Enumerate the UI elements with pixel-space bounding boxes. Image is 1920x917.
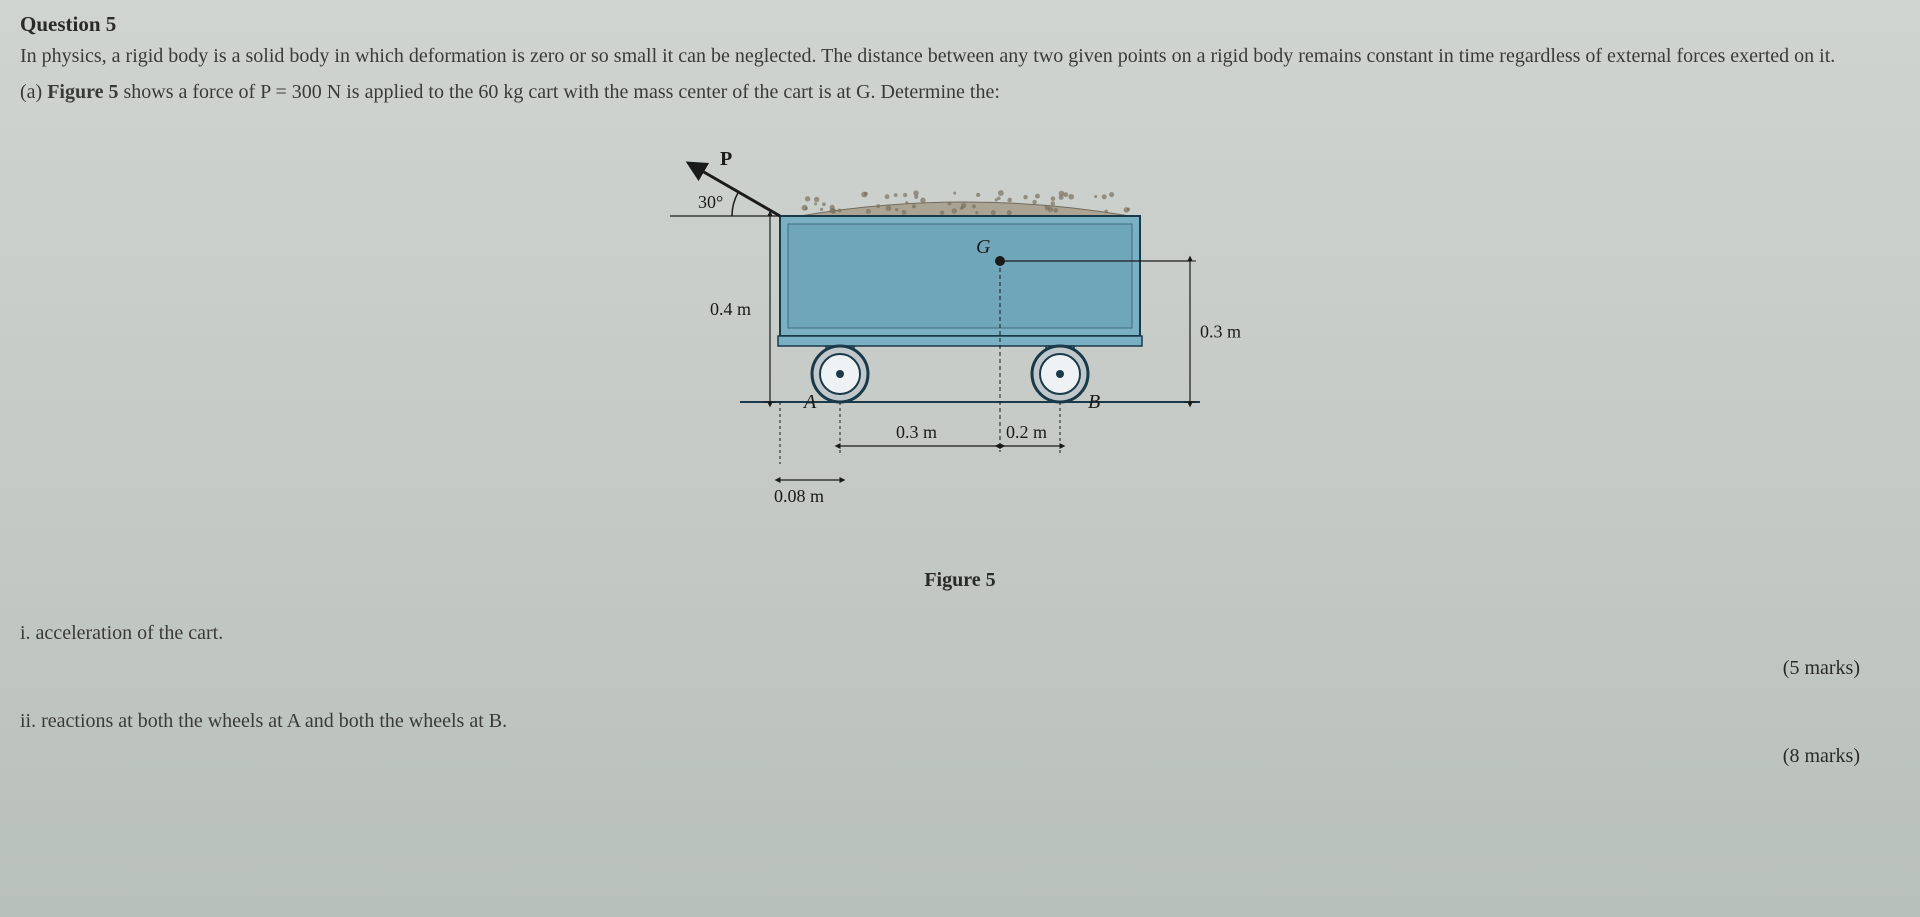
svg-text:0.3 m: 0.3 m (1200, 322, 1241, 342)
subpart-i: i. acceleration of the cart. (20, 622, 1900, 645)
svg-text:30°: 30° (698, 192, 723, 212)
figure-diagram: G A B P 30° 0.4 m 0.3 m 0.3 m 0.2 m 0.08 m (640, 116, 1280, 556)
svg-text:0.3 m: 0.3 m (896, 422, 937, 442)
svg-text:B: B (1088, 391, 1100, 413)
question-number: Question 5 (20, 12, 1900, 37)
part-a-text: shows a force of P = 300 N is applied to… (119, 81, 1000, 103)
svg-text:P: P (720, 148, 732, 170)
part-a-prefix: (a) (20, 81, 47, 103)
marks-ii: (8 marks) (20, 745, 1900, 768)
svg-text:0.2 m: 0.2 m (1006, 422, 1047, 442)
part-a: (a) Figure 5 shows a force of P = 300 N … (20, 81, 1900, 104)
svg-text:0.08 m: 0.08 m (774, 486, 824, 506)
question-intro: In physics, a rigid body is a solid body… (20, 41, 1900, 71)
figure-caption: Figure 5 (640, 569, 1280, 592)
marks-i: (5 marks) (20, 657, 1900, 680)
figure-reference: Figure 5 (47, 81, 118, 103)
svg-text:G: G (976, 236, 991, 258)
svg-text:0.4 m: 0.4 m (710, 299, 751, 319)
figure-container: G A B P 30° 0.4 m 0.3 m 0.3 m 0.2 m 0.08 m Figure… (20, 116, 1900, 592)
svg-text:A: A (802, 391, 817, 413)
subpart-ii: ii. reactions at both the wheels at A an… (20, 710, 1900, 733)
